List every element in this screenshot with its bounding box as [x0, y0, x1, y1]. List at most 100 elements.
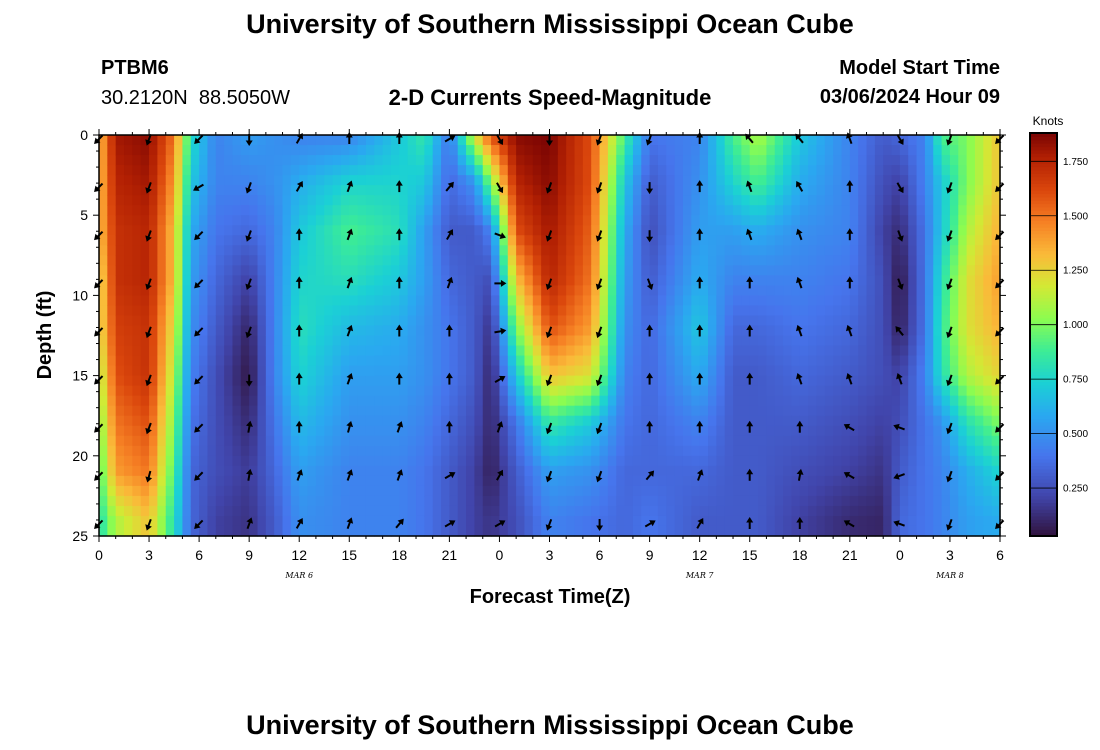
- heatmap-cell: [791, 445, 801, 457]
- heatmap-cell: [491, 295, 501, 307]
- heatmap-cell: [190, 395, 200, 407]
- heatmap-cell: [958, 345, 968, 357]
- heatmap-cell: [257, 305, 267, 317]
- heatmap-cell: [457, 195, 467, 206]
- heatmap-cell: [449, 435, 459, 447]
- heatmap-cell: [616, 285, 626, 296]
- heatmap-cell: [733, 365, 742, 377]
- heatmap-cell: [249, 255, 259, 266]
- heatmap-cell: [199, 505, 209, 517]
- heatmap-cell: [165, 145, 175, 156]
- heatmap-cell: [182, 295, 192, 307]
- heatmap-cell: [649, 285, 659, 296]
- heatmap-cell: [282, 415, 292, 427]
- heatmap-cell: [816, 135, 826, 146]
- heatmap-cell: [783, 245, 793, 256]
- heatmap-cell: [949, 145, 959, 156]
- current-arrow: [194, 471, 204, 481]
- heatmap-cell: [232, 395, 242, 407]
- heatmap-cell: [424, 455, 434, 467]
- heatmap-cell: [632, 455, 642, 467]
- x-tick-label: 6: [195, 547, 203, 563]
- heatmap-cell: [441, 185, 450, 196]
- heatmap-cell: [749, 495, 759, 507]
- heatmap-cell: [491, 495, 501, 507]
- heatmap-cell: [249, 185, 259, 196]
- heatmap-cell: [833, 245, 843, 256]
- heatmap-cell: [591, 275, 601, 286]
- heatmap-cell: [524, 415, 534, 427]
- colorbar-segment: [1030, 394, 1057, 399]
- heatmap-cell: [574, 465, 584, 477]
- heatmap-cell: [157, 275, 167, 286]
- heatmap-cell: [624, 475, 634, 487]
- heatmap-cell: [416, 245, 425, 256]
- heatmap-cell: [282, 325, 292, 337]
- heatmap-cell: [899, 485, 909, 497]
- heatmap-cell: [165, 425, 175, 437]
- heatmap-cell: [499, 475, 509, 487]
- heatmap-cell: [449, 405, 459, 417]
- heatmap-cell: [441, 165, 450, 176]
- heatmap-cell: [315, 205, 325, 216]
- heatmap-cell: [541, 305, 551, 317]
- heatmap-cell: [799, 225, 809, 236]
- heatmap-cell: [874, 455, 884, 467]
- heatmap-cell: [199, 355, 209, 367]
- heatmap-cell: [482, 265, 492, 276]
- heatmap-cell: [265, 165, 275, 176]
- heatmap-cell: [841, 505, 851, 517]
- heatmap-cell: [349, 165, 359, 176]
- heatmap-cell: [833, 495, 843, 507]
- heatmap-cell: [424, 355, 434, 367]
- heatmap-cell: [774, 375, 784, 387]
- heatmap-cell: [799, 425, 809, 437]
- heatmap-cell: [632, 435, 642, 447]
- heatmap-cell: [799, 155, 809, 166]
- current-arrow: [795, 324, 803, 337]
- heatmap-cell: [449, 285, 459, 296]
- heatmap-cell: [682, 305, 692, 317]
- heatmap-cell: [182, 145, 192, 156]
- heatmap-cell: [441, 265, 450, 276]
- heatmap-cell: [824, 475, 834, 487]
- heatmap-cell: [332, 425, 342, 437]
- heatmap-cell: [641, 155, 651, 166]
- heatmap-cell: [933, 165, 943, 176]
- heatmap-cell: [766, 515, 776, 527]
- heatmap-cell: [866, 365, 876, 377]
- heatmap-cell: [182, 495, 192, 507]
- heatmap-cell: [841, 305, 851, 317]
- heatmap-cell: [307, 525, 317, 537]
- heatmap-cell: [399, 435, 409, 447]
- heatmap-cell: [833, 285, 843, 296]
- heatmap-cell: [632, 355, 642, 367]
- heatmap-cell: [699, 145, 709, 156]
- heatmap-cell: [215, 255, 225, 266]
- heatmap-cell: [199, 145, 209, 156]
- heatmap-cell: [257, 315, 267, 327]
- heatmap-cell: [557, 275, 567, 286]
- heatmap-cell: [390, 385, 400, 397]
- heatmap-cell: [257, 385, 267, 397]
- heatmap-cell: [883, 465, 893, 477]
- heatmap-cell: [733, 135, 742, 146]
- heatmap-cell: [549, 335, 559, 347]
- heatmap-cell: [282, 525, 292, 537]
- heatmap-cell: [858, 485, 868, 497]
- heatmap-cell: [908, 155, 918, 166]
- heatmap-cell: [833, 145, 843, 156]
- heatmap-cell: [474, 145, 484, 156]
- heatmap-cell: [607, 225, 617, 236]
- colorbar-segment: [1030, 488, 1057, 493]
- heatmap-cell: [808, 145, 818, 156]
- heatmap-cell: [491, 145, 501, 156]
- heatmap-cell: [532, 305, 542, 317]
- heatmap-cell: [983, 515, 993, 527]
- heatmap-cell: [849, 245, 859, 256]
- heatmap-cell: [357, 365, 367, 377]
- heatmap-cell: [532, 245, 542, 256]
- heatmap-cell: [924, 515, 934, 527]
- heatmap-cell: [207, 345, 217, 357]
